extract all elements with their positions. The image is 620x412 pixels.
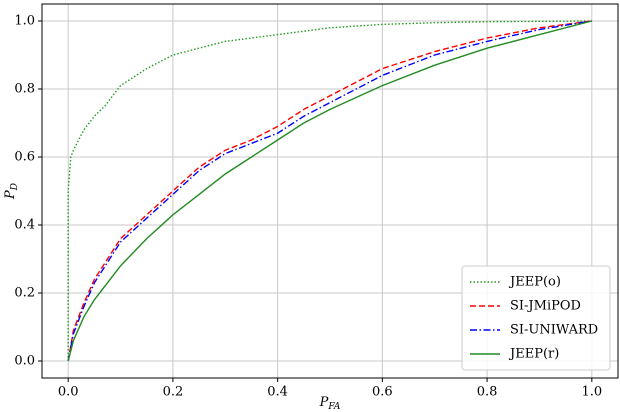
y-tick-label: 0.6 (14, 150, 35, 165)
legend-label: SI-UNIWARD (510, 323, 598, 338)
y-tick-label: 0.4 (14, 218, 35, 233)
series-line (67, 20, 592, 362)
legend-label: SI-JMiPOD (510, 299, 581, 314)
y-tick-label: 0.0 (14, 354, 35, 369)
x-axis-label: PFA (319, 395, 341, 412)
y-axis-label: PD (3, 183, 20, 200)
x-tick-label: 0.2 (163, 385, 184, 400)
legend-label: JEEP(o) (508, 275, 561, 290)
series-line (67, 20, 592, 362)
y-tick-label: 1.0 (14, 14, 35, 29)
x-tick-label: 0.8 (477, 385, 498, 400)
y-tick-label: 0.2 (14, 286, 35, 301)
x-tick-label: 1.0 (581, 385, 602, 400)
y-tick-label: 0.8 (14, 82, 35, 97)
x-tick-label: 0.6 (372, 385, 393, 400)
x-tick-label: 0.4 (267, 385, 288, 400)
x-tick-label: 0.0 (58, 385, 79, 400)
plot-frame (41, 3, 619, 379)
legend-label: JEEP(r) (508, 347, 559, 362)
series-line (67, 20, 592, 362)
legend-box (461, 265, 611, 371)
